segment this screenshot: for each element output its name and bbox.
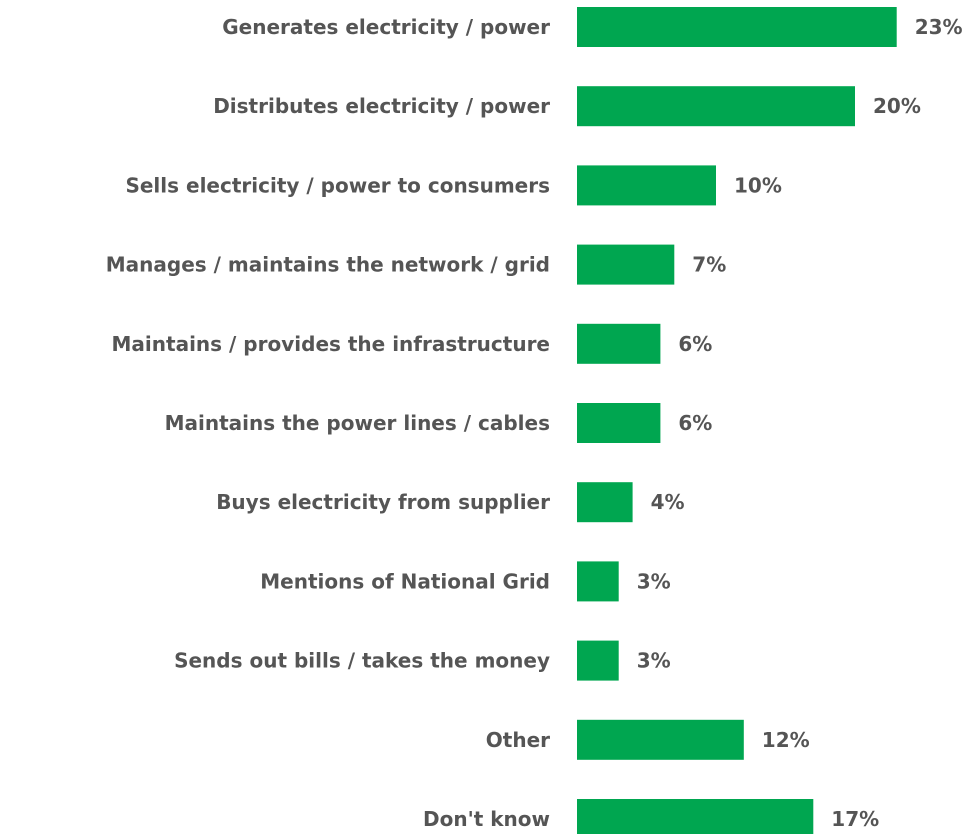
category-label-7: Mentions of National Grid [260, 569, 550, 593]
category-labels-group: Generates electricity / power Distributes… [106, 15, 550, 831]
bar-1 [577, 86, 855, 127]
bar-4 [577, 323, 661, 364]
value-label-2: 10% [734, 173, 782, 197]
value-label-8: 3% [637, 649, 671, 673]
value-label-4: 6% [678, 332, 712, 356]
category-label-3: Manages / maintains the network / grid [106, 253, 550, 277]
category-label-2: Sells electricity / power to consumers [125, 173, 550, 197]
value-label-3: 7% [692, 253, 726, 277]
bar-6 [577, 482, 633, 523]
category-label-6: Buys electricity from supplier [216, 490, 550, 514]
value-label-5: 6% [678, 411, 712, 435]
category-label-5: Maintains the power lines / cables [165, 411, 550, 435]
value-label-10: 17% [831, 807, 879, 831]
bar-9 [577, 719, 744, 760]
bar-3 [577, 244, 675, 285]
value-label-1: 20% [873, 94, 921, 118]
bar-2 [577, 165, 716, 206]
value-labels-group: 23% 20% 10% 7% 6% 6% 4% 3% 3% 12% 17% [637, 15, 963, 831]
bar-7 [577, 561, 619, 602]
bars-group [577, 7, 897, 834]
value-label-6: 4% [651, 490, 685, 514]
category-label-8: Sends out bills / takes the money [174, 649, 550, 673]
bar-5 [577, 403, 661, 443]
category-label-0: Generates electricity / power [222, 15, 550, 39]
bar-8 [577, 640, 619, 681]
category-label-9: Other [486, 728, 550, 752]
bar-0 [577, 7, 897, 47]
value-label-9: 12% [762, 728, 810, 752]
category-label-4: Maintains / provides the infrastructure [112, 332, 550, 356]
value-label-7: 3% [637, 569, 671, 593]
category-label-1: Distributes electricity / power [213, 94, 550, 118]
category-label-10: Don't know [423, 807, 550, 831]
value-label-0: 23% [915, 15, 963, 39]
bar-10 [577, 799, 814, 834]
